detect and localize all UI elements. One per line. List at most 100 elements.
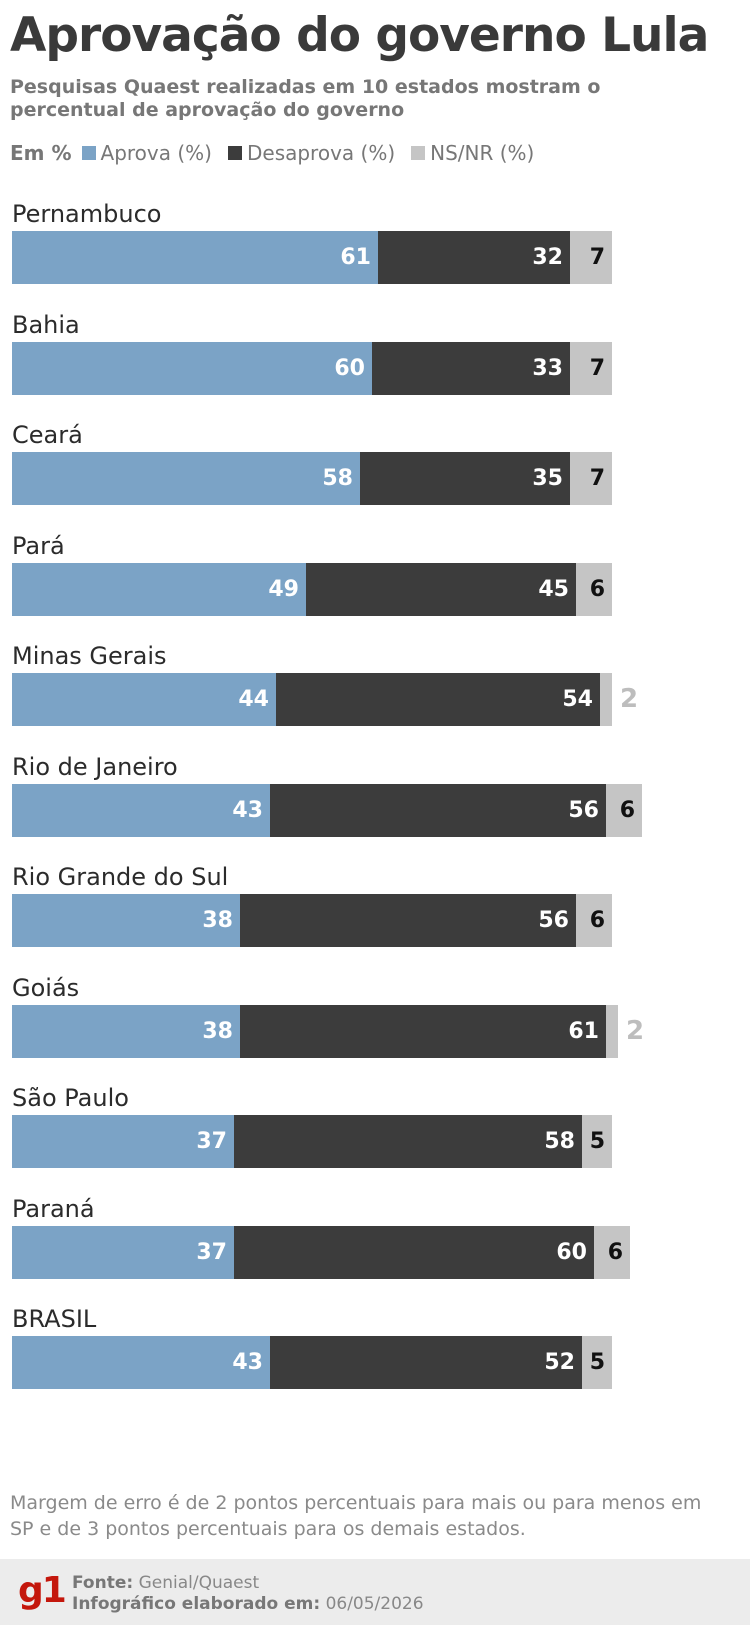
stacked-bar: 61 32 7 bbox=[12, 231, 612, 284]
value-label-nsnr: 6 bbox=[619, 797, 635, 823]
category-label: Ceará bbox=[12, 421, 83, 449]
value-label-nsnr: 5 bbox=[589, 1129, 605, 1154]
value-label-nsnr: 7 bbox=[589, 245, 605, 270]
legend-label-nsnr: NS/NR (%) bbox=[430, 141, 535, 165]
stacked-bar: 58 35 7 bbox=[12, 452, 612, 505]
category-label: Pará bbox=[12, 531, 65, 560]
value-label-aprova: 38 bbox=[202, 1018, 233, 1044]
bar-row: São Paulo 37 58 5 bbox=[0, 1074, 750, 1188]
source-label: Fonte: bbox=[72, 1573, 134, 1593]
stacked-bar: 60 33 7 bbox=[12, 341, 612, 395]
value-label-aprova: 43 bbox=[232, 1350, 263, 1375]
source-credit: Fonte: Genial/Quaest Infográfico elabora… bbox=[72, 1573, 424, 1615]
footer: g1 Fonte: Genial/Quaest Infográfico elab… bbox=[0, 1559, 750, 1625]
bar-row: Rio de Janeiro 43 56 6 bbox=[0, 743, 750, 857]
value-label-nsnr: 6 bbox=[589, 576, 605, 602]
value-label-desaprova: 45 bbox=[538, 576, 569, 602]
legend-label-desaprova: Desaprova (%) bbox=[246, 141, 396, 165]
bar-segment-aprova bbox=[12, 1336, 271, 1389]
legend: Em % Aprova (%) Desaprova (%) NS/NR (%) bbox=[10, 141, 550, 165]
bar-segment-desaprova bbox=[234, 1225, 595, 1279]
value-label-desaprova: 52 bbox=[544, 1350, 575, 1375]
category-label: Goiás bbox=[12, 973, 80, 1002]
value-label-nsnr: 6 bbox=[589, 908, 605, 933]
bar-row: Bahia 60 33 7 bbox=[0, 301, 750, 415]
stacked-bar: 43 52 5 bbox=[12, 1336, 612, 1389]
g1-logo: g1 bbox=[18, 1570, 67, 1611]
legend-swatch-nsnr bbox=[411, 146, 426, 160]
legend-label-aprova: Aprova (%) bbox=[100, 141, 212, 165]
value-label-desaprova: 35 bbox=[532, 466, 563, 491]
stacked-bar: 37 58 5 bbox=[12, 1115, 612, 1168]
bar-segment-desaprova bbox=[270, 783, 607, 837]
category-label: Minas Gerais bbox=[12, 642, 167, 670]
value-label-aprova: 44 bbox=[238, 687, 269, 712]
bar-row: Rio Grande do Sul 38 56 6 bbox=[0, 853, 750, 967]
value-label-desaprova: 56 bbox=[538, 908, 569, 933]
value-label-aprova: 61 bbox=[340, 245, 371, 270]
bar-row: Pernambuco 61 32 7 bbox=[0, 190, 750, 304]
value-label-desaprova: 60 bbox=[556, 1239, 587, 1265]
value-label-desaprova: 58 bbox=[544, 1129, 575, 1154]
bar-segment-desaprova bbox=[372, 341, 571, 395]
value-label-aprova: 49 bbox=[268, 576, 299, 602]
bar-segment-nsnr bbox=[576, 894, 612, 947]
legend-swatch-aprova bbox=[81, 146, 96, 160]
category-label: Bahia bbox=[12, 310, 80, 339]
bar-segment-aprova bbox=[12, 231, 379, 284]
legend-item-desaprova: Desaprova (%) bbox=[227, 141, 396, 165]
bar-segment-nsnr bbox=[570, 341, 612, 395]
bar-segment-nsnr bbox=[582, 1336, 612, 1389]
value-label-aprova: 58 bbox=[322, 466, 353, 491]
value-label-nsnr: 7 bbox=[589, 355, 605, 381]
bar-row: Ceará 58 35 7 bbox=[0, 411, 750, 525]
stacked-bar: 43 56 6 bbox=[12, 783, 642, 837]
bar-segment-nsnr bbox=[600, 673, 612, 726]
bar-segment-desaprova bbox=[234, 1115, 583, 1168]
category-label: Pernambuco bbox=[12, 200, 162, 228]
bar-row: BRASIL 43 52 5 bbox=[0, 1295, 750, 1409]
stacked-bar: 38 56 6 bbox=[12, 894, 612, 947]
legend-item-nsnr: NS/NR (%) bbox=[411, 141, 534, 165]
value-label-desaprova: 56 bbox=[568, 797, 599, 823]
category-label: BRASIL bbox=[12, 1305, 97, 1333]
legend-swatch-desaprova bbox=[227, 146, 242, 160]
bar-segment-aprova bbox=[12, 562, 307, 616]
stacked-bar: 37 60 6 bbox=[12, 1225, 630, 1279]
value-label-aprova: 37 bbox=[196, 1239, 227, 1265]
value-label-aprova: 38 bbox=[202, 908, 233, 933]
bar-segment-desaprova bbox=[306, 562, 577, 616]
source-value: Genial/Quaest bbox=[138, 1573, 260, 1593]
value-label-desaprova: 32 bbox=[532, 245, 563, 270]
bar-segment-nsnr bbox=[606, 1004, 618, 1058]
value-label-aprova: 43 bbox=[232, 797, 263, 823]
bar-row: Goiás 38 61 2 bbox=[0, 964, 750, 1078]
category-label: Rio de Janeiro bbox=[12, 752, 178, 781]
bar-segment-aprova bbox=[12, 783, 271, 837]
bar-row: Paraná 37 60 6 bbox=[0, 1185, 750, 1299]
bar-segment-nsnr bbox=[594, 1225, 630, 1279]
legend-item-aprova: Aprova (%) bbox=[81, 141, 212, 165]
bar-segment-nsnr bbox=[570, 452, 612, 505]
date-value: 06/05/2026 bbox=[325, 1594, 424, 1614]
bar-row: Pará 49 45 6 bbox=[0, 522, 750, 636]
date-label: Infográfico elaborado em: bbox=[72, 1594, 321, 1614]
legend-unit: Em % bbox=[10, 141, 72, 165]
bar-segment-aprova bbox=[12, 894, 241, 947]
chart-title: Aprovação do governo Lula bbox=[10, 8, 709, 63]
value-label-nsnr: 5 bbox=[589, 1350, 605, 1375]
bar-segment-nsnr bbox=[570, 231, 612, 284]
bar-segment-aprova bbox=[12, 341, 373, 395]
bar-segment-desaprova bbox=[240, 1004, 607, 1058]
bar-segment-nsnr bbox=[582, 1115, 612, 1168]
bar-segment-desaprova bbox=[360, 452, 571, 505]
bar-row: Minas Gerais 44 54 2 bbox=[0, 632, 750, 746]
stacked-bar: 38 61 2 bbox=[12, 1004, 644, 1058]
margin-of-error-note: Margem de erro é de 2 pontos percentuais… bbox=[10, 1492, 702, 1540]
stacked-bar: 44 54 2 bbox=[12, 673, 638, 726]
bar-segment-desaprova bbox=[276, 673, 601, 726]
bar-segment-aprova bbox=[12, 1115, 235, 1168]
bar-segment-nsnr bbox=[576, 562, 612, 616]
value-label-desaprova: 61 bbox=[568, 1018, 599, 1044]
value-label-desaprova: 33 bbox=[532, 355, 563, 381]
